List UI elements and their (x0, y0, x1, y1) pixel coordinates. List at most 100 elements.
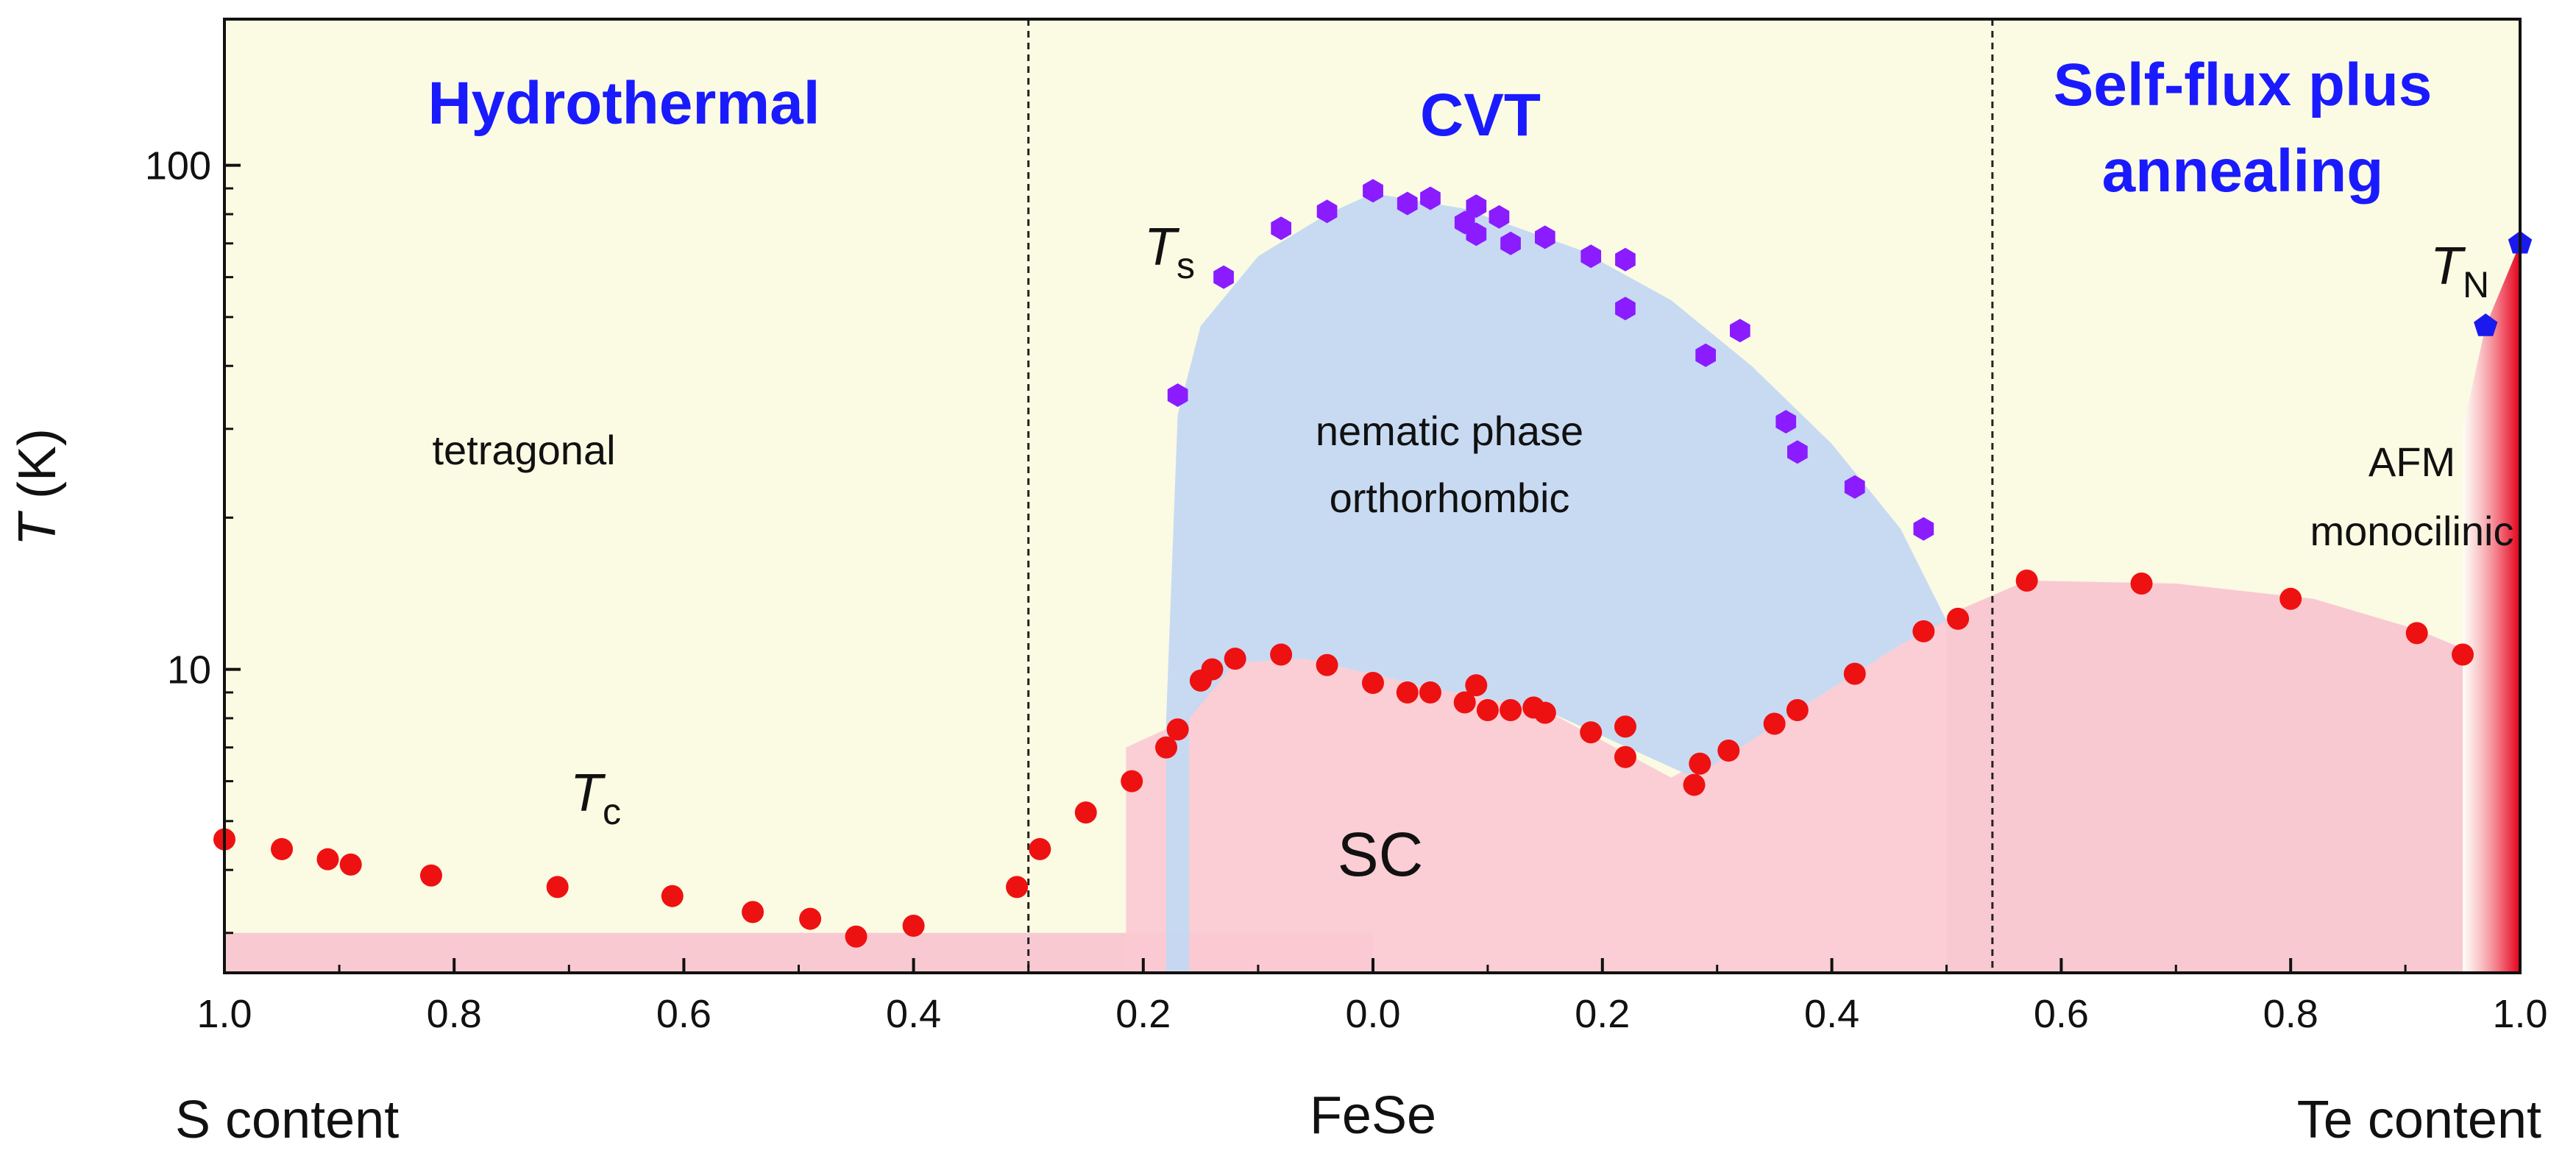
tc-point (1533, 701, 1556, 724)
tc-point (1912, 620, 1935, 642)
method-label-cvt: CVT (1420, 82, 1541, 149)
x-tick-label: 0.0 (1345, 992, 1400, 1036)
ts-point (1489, 205, 1510, 229)
tc-point (1316, 653, 1338, 676)
tc-point (1453, 691, 1476, 714)
tc-point (742, 901, 764, 924)
ts-point (1730, 319, 1750, 343)
ts-point (1466, 222, 1487, 247)
tc-point (1121, 770, 1143, 793)
tn-label-sub: N (2463, 264, 2489, 305)
ts-point (1213, 265, 1234, 289)
ts-point (1271, 216, 1291, 241)
axis-ticks (223, 163, 2522, 973)
tc-point (902, 915, 925, 938)
tc-point (2015, 570, 2038, 592)
tc-label: Tc (570, 764, 621, 832)
tc-point (1224, 648, 1246, 670)
tn-label-main: T (2430, 237, 2466, 296)
tc-point (2452, 643, 2474, 666)
tc-point (339, 853, 362, 876)
x-tick-label: 1.0 (2492, 992, 2547, 1036)
phase-label-afm-line1: AFM (2369, 439, 2455, 485)
tc-point (1786, 699, 1809, 722)
tc-point (1580, 721, 1603, 744)
x-tick-label: 1.0 (196, 992, 252, 1036)
ts-point (1535, 225, 1555, 249)
y-axis-symbol: T (8, 510, 67, 546)
tc-point (316, 848, 339, 871)
x-tick-label: 0.2 (1115, 992, 1171, 1036)
tc-point (1947, 607, 1970, 630)
tc-point (1362, 672, 1384, 695)
ts-point (1363, 179, 1383, 203)
tc-point (1166, 718, 1189, 741)
phase-label-nematic-line2: orthorhombic (1330, 475, 1570, 521)
sc-region-s-side (224, 932, 1373, 973)
phase-label-tetragonal: tetragonal (432, 427, 615, 473)
x-tick-label: 0.8 (2263, 992, 2318, 1036)
tc-point (1419, 681, 1441, 703)
tc-point (1155, 736, 1178, 759)
tc-point (1396, 681, 1419, 703)
ts-point (1500, 231, 1521, 255)
tc-point (1500, 699, 1522, 722)
ts-label: Ts (1144, 218, 1195, 286)
phase-label-sc: SC (1338, 820, 1424, 889)
tc-point (546, 876, 569, 899)
ts-point (1420, 186, 1441, 210)
ts-point (1615, 297, 1636, 321)
y-axis-title: T (K) (8, 428, 67, 546)
tc-point (2279, 587, 2302, 610)
sc-region-cvt (1126, 618, 1947, 973)
ts-point (1580, 244, 1602, 269)
ts-label-main: T (1144, 218, 1180, 277)
phase-label-afm-line2: monocilinic (2310, 508, 2514, 554)
x-tick-label: 0.2 (1575, 992, 1630, 1036)
ts-point (1466, 194, 1487, 219)
method-label-selfflux-line2: annealing (2102, 138, 2384, 205)
x-tick-label: 0.6 (656, 992, 712, 1036)
nematic-region (1166, 193, 1947, 974)
ts-point (1913, 517, 1934, 541)
x-tick-label: 0.4 (886, 992, 941, 1036)
tc-point (2130, 572, 2153, 595)
tc-point (1683, 773, 1706, 796)
ts-label-sub: s (1177, 245, 1195, 286)
tn-label: TN (2430, 237, 2489, 305)
afm-region (2463, 243, 2520, 973)
y-tick-label-100: 100 (145, 144, 211, 188)
tc-point (1006, 876, 1029, 899)
method-label-selfflux-line1: Self-flux plus (2054, 52, 2433, 118)
y-tick-label-10: 10 (167, 648, 211, 692)
phase-label-nematic-line1: nematic phase (1316, 408, 1583, 454)
tc-point (1843, 662, 1866, 685)
tc-point (419, 864, 442, 887)
phase-regions (224, 193, 2520, 974)
tc-point (1270, 643, 1293, 666)
tc-point (1074, 801, 1097, 824)
tc-point (1029, 837, 1051, 860)
tc-point (1763, 712, 1786, 735)
tc-label-main: T (570, 764, 606, 823)
x-tick-label: 0.6 (2034, 992, 2089, 1036)
ts-point (1167, 383, 1188, 407)
ts-point (1844, 475, 1865, 499)
ts-point (1787, 440, 1808, 464)
tc-point (271, 837, 294, 860)
tc-point (1717, 739, 1740, 762)
tc-point (661, 885, 684, 907)
tc-point (1614, 745, 1636, 768)
x-tick-labels: 1.0 0.8 0.6 0.4 0.2 0.0 0.2 0.4 0.6 0.8 … (196, 992, 2547, 1036)
tc-point (1476, 699, 1499, 722)
x-axis-title-fese: FeSe (1310, 1086, 1436, 1145)
tc-label-sub: c (603, 791, 621, 832)
tc-point (1614, 715, 1636, 738)
x-tick-label: 0.4 (1804, 992, 1859, 1036)
tc-point (1465, 674, 1488, 697)
tc-point (799, 907, 822, 930)
ts-point (1615, 247, 1636, 272)
method-label-hydrothermal: Hydrothermal (427, 70, 820, 137)
x-axis-title-s-content: S content (175, 1091, 399, 1149)
